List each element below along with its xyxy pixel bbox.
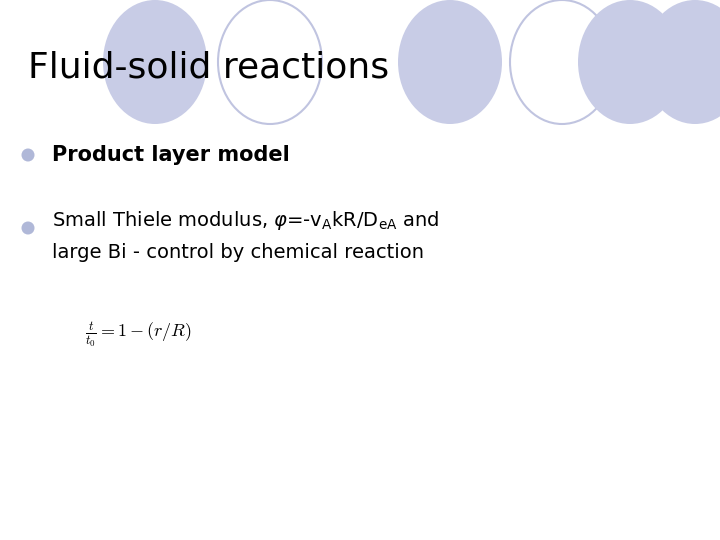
Ellipse shape — [22, 148, 35, 161]
Text: $\frac{t}{t_0}=1-(r/R)$: $\frac{t}{t_0}=1-(r/R)$ — [85, 320, 192, 349]
Ellipse shape — [643, 0, 720, 124]
Text: Product layer model: Product layer model — [52, 145, 289, 165]
Text: large Bi - control by chemical reaction: large Bi - control by chemical reaction — [52, 242, 424, 261]
Ellipse shape — [22, 221, 35, 234]
Text: Small Thiele modulus, $\varphi$=-v$_\mathregular{A}$kR/D$_\mathregular{eA}$ and: Small Thiele modulus, $\varphi$=-v$_\mat… — [52, 208, 439, 232]
Ellipse shape — [578, 0, 682, 124]
Ellipse shape — [218, 0, 322, 124]
Ellipse shape — [103, 0, 207, 124]
Text: Fluid-solid reactions: Fluid-solid reactions — [28, 51, 389, 85]
Ellipse shape — [398, 0, 502, 124]
Ellipse shape — [510, 0, 614, 124]
